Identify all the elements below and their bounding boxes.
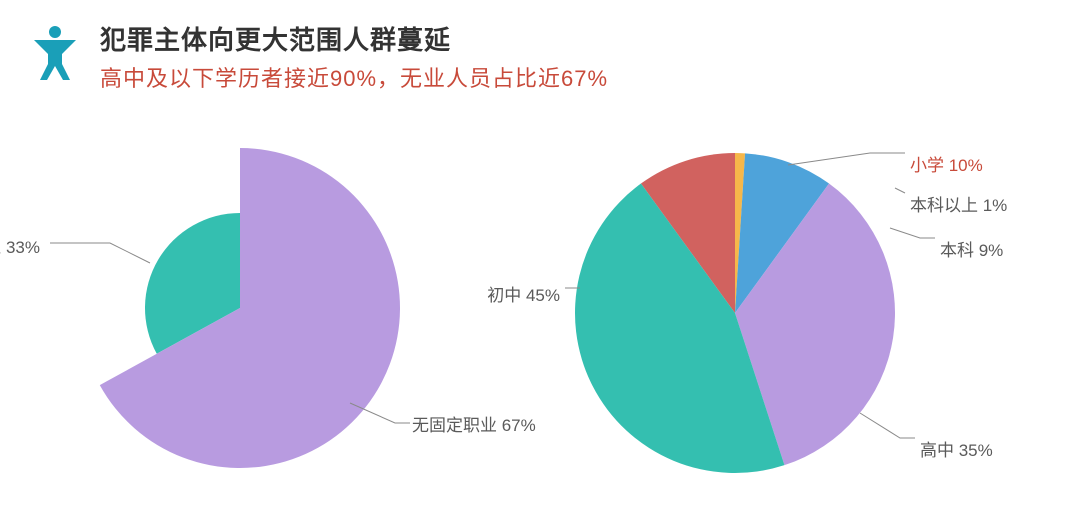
title-sub: 高中及以下学历者接近90%，无业人员占比近67% [100,61,608,93]
employment-pie-chart: 有职业 33%无固定职业 67% [50,113,530,513]
header: 犯罪主体向更大范围人群蔓延 高中及以下学历者接近90%，无业人员占比近67% [0,0,1080,93]
pie-label: 本科以上 1% [910,191,1007,216]
pie-svg [50,113,530,513]
pie-label: 高中 35% [920,436,993,461]
pie-label: 本科 9% [940,236,1003,261]
person-icon [30,24,80,80]
titles: 犯罪主体向更大范围人群蔓延 高中及以下学历者接近90%，无业人员占比近67% [100,20,608,93]
charts-area: 有职业 33%无固定职业 67% 小学 10%本科以上 1%本科 9%高中 35… [0,93,1080,513]
leader-line [890,228,935,238]
leader-line [788,153,905,165]
pie-slice [100,148,400,468]
leader-line [50,243,150,263]
education-pie-chart: 小学 10%本科以上 1%本科 9%高中 35%初中 45% [550,113,1030,513]
leader-line [895,188,905,193]
pie-label: 初中 45% [487,281,560,306]
pie-label: 有职业 33% [0,233,40,258]
title-main: 犯罪主体向更大范围人群蔓延 [100,20,608,57]
pie-label: 小学 10% [910,151,983,176]
leader-line [860,413,915,438]
pie-label: 无固定职业 67% [412,411,536,436]
